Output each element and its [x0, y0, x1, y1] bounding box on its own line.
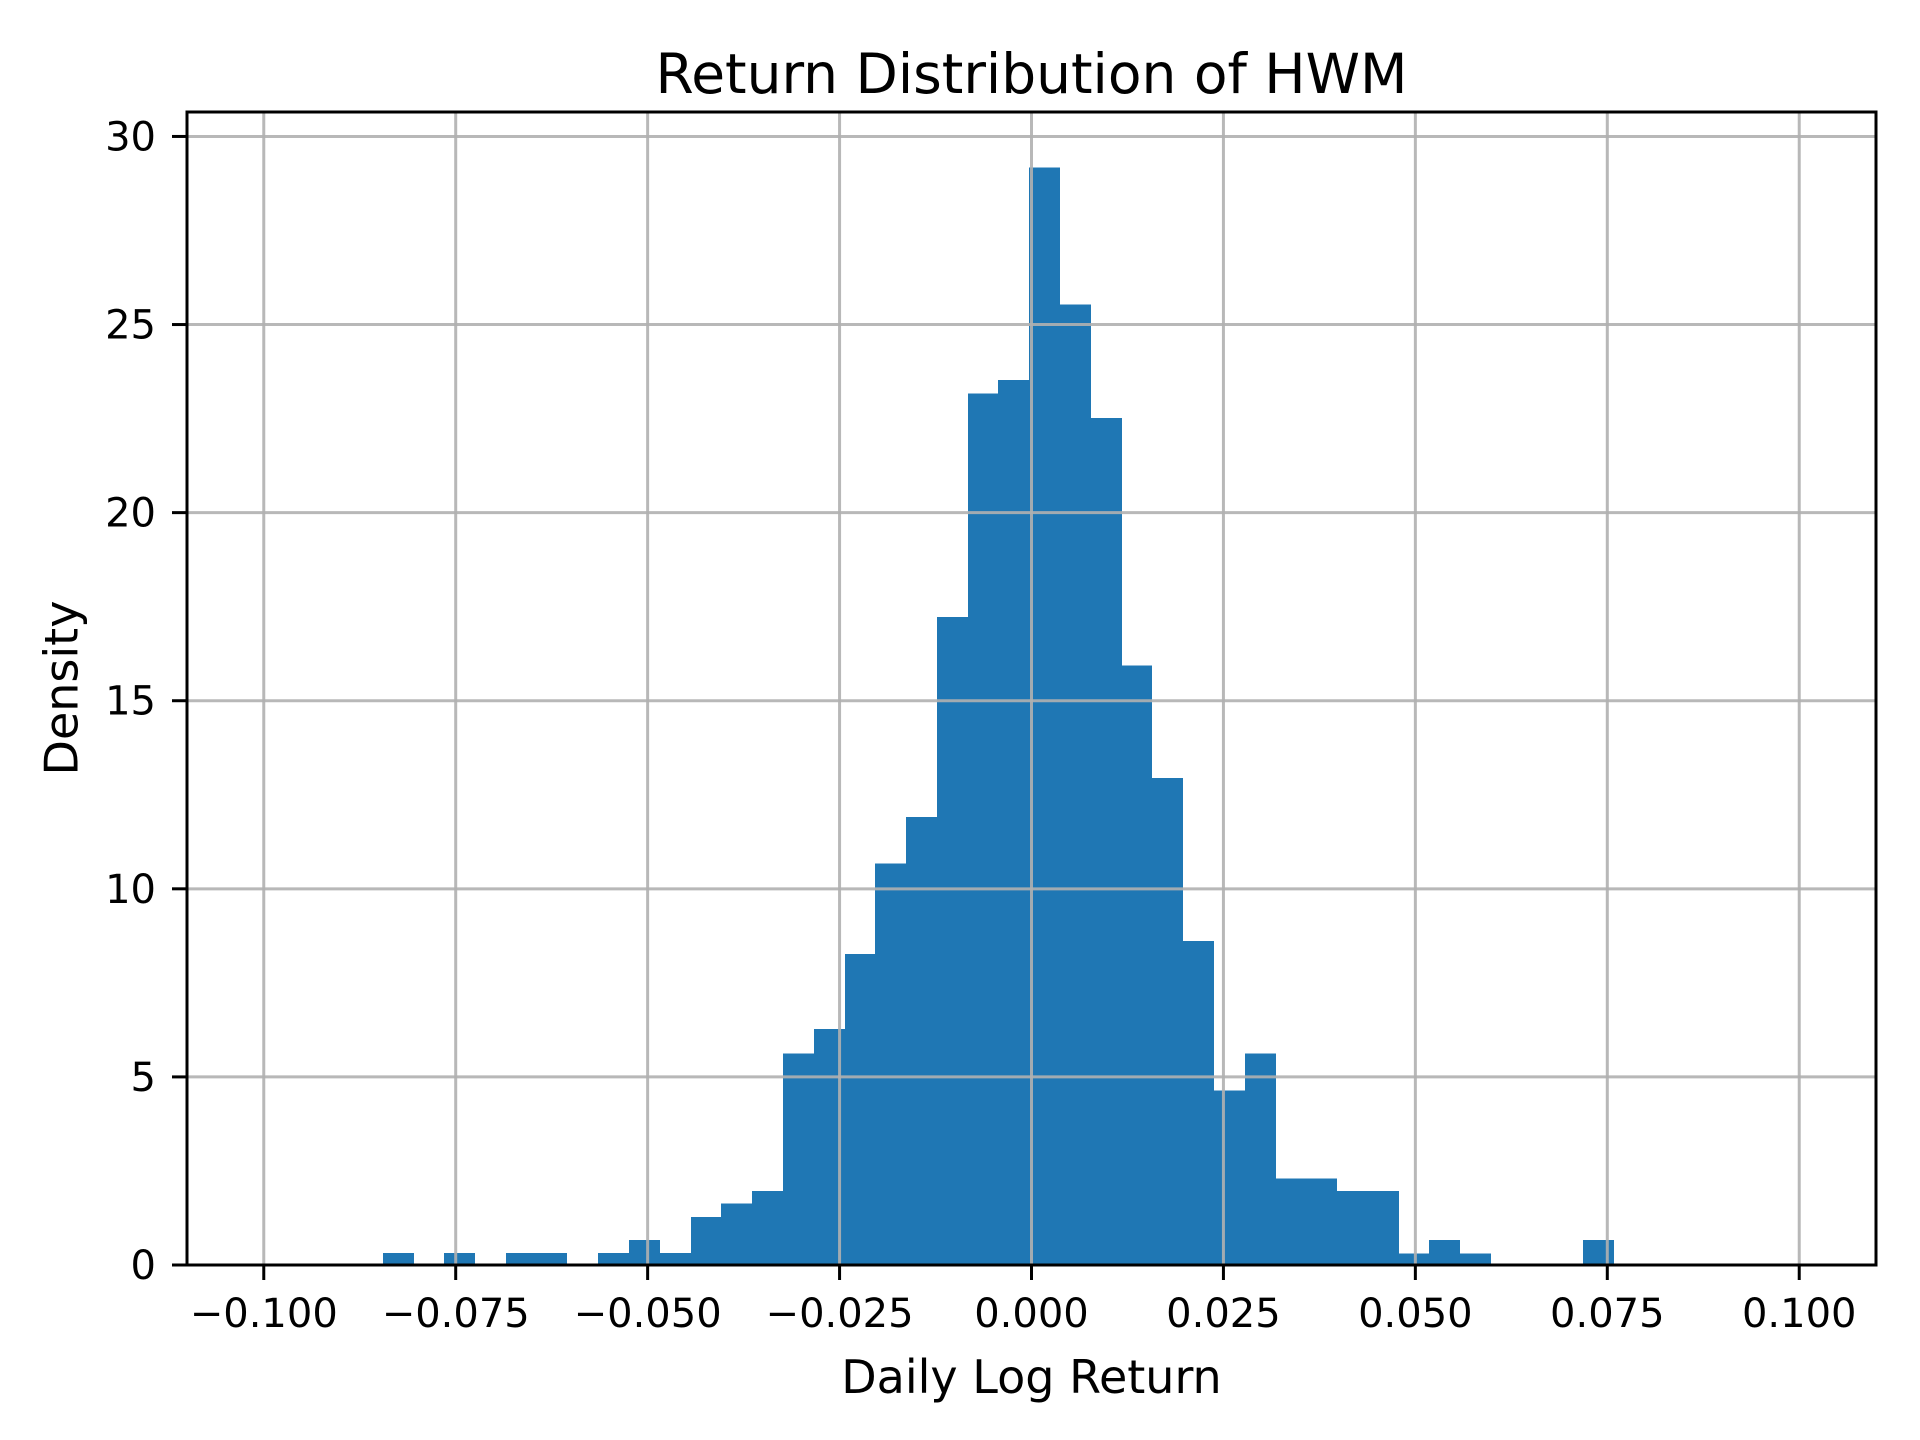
histogram-bar — [721, 1203, 752, 1265]
histogram-bar — [1368, 1190, 1399, 1265]
histogram-bar — [1429, 1240, 1460, 1265]
x-tick-label: −0.100 — [190, 1291, 338, 1337]
histogram-bar — [691, 1216, 721, 1265]
histogram-bar — [1583, 1240, 1614, 1265]
histogram-bar — [506, 1253, 537, 1265]
histogram-bars — [383, 167, 1614, 1266]
histogram-bar — [1152, 777, 1183, 1265]
x-tick-label: 0.025 — [1166, 1291, 1281, 1337]
histogram-bar — [1460, 1253, 1491, 1265]
histogram-bar — [1091, 417, 1122, 1265]
tick-marks — [172, 134, 1801, 1280]
x-tick-label: 0.000 — [974, 1291, 1089, 1337]
histogram-bar — [875, 863, 906, 1265]
chart-title: Return Distribution of HWM — [655, 42, 1408, 106]
y-axis-label: Density — [34, 600, 89, 776]
y-tick-label: 25 — [105, 303, 156, 349]
y-tick-label: 30 — [105, 114, 156, 160]
y-tick-label: 10 — [105, 867, 156, 913]
x-tick-label: −0.050 — [574, 1291, 722, 1337]
histogram-bar — [752, 1190, 783, 1265]
x-tick-label: 0.100 — [1742, 1291, 1857, 1337]
histogram-bar — [1029, 167, 1060, 1265]
x-tick-labels: −0.100 −0.075 −0.050 −0.025 0.000 0.025 0.050 0… — [190, 1291, 1857, 1337]
x-tick-label: 0.050 — [1358, 1291, 1473, 1337]
histogram-bar — [1337, 1190, 1368, 1265]
histogram-bar — [537, 1253, 567, 1265]
x-tick-label: −0.075 — [382, 1291, 530, 1337]
histogram-bar — [1214, 1090, 1245, 1265]
histogram-bar — [598, 1253, 629, 1265]
histogram-bar — [629, 1240, 660, 1265]
histogram-bar — [660, 1253, 691, 1265]
histogram-bar — [444, 1253, 475, 1265]
y-tick-labels: 0 5 10 15 20 25 30 — [105, 114, 156, 1289]
histogram-bar — [383, 1253, 414, 1265]
y-tick-label: 15 — [105, 679, 156, 725]
x-tick-label: −0.025 — [766, 1291, 914, 1337]
gridlines — [187, 112, 1876, 1265]
x-tick-label: 0.075 — [1550, 1291, 1665, 1337]
plot-border — [185, 110, 1878, 1267]
histogram-bar — [1060, 304, 1091, 1266]
histogram-bar — [968, 393, 998, 1265]
histogram-bar — [1245, 1053, 1276, 1265]
histogram-bar — [1306, 1178, 1337, 1265]
y-tick-label: 5 — [131, 1055, 156, 1101]
histogram-bar — [1276, 1178, 1306, 1265]
histogram-bar — [937, 617, 968, 1265]
histogram-bar — [1122, 665, 1152, 1265]
histogram-bar — [1183, 941, 1214, 1265]
histogram-bar — [845, 953, 875, 1265]
y-tick-label: 0 — [131, 1243, 156, 1289]
histogram-bar — [906, 817, 937, 1265]
histogram-bar — [998, 379, 1029, 1265]
histogram-bar — [783, 1053, 814, 1265]
x-axis-label: Daily Log Return — [841, 1350, 1222, 1404]
y-tick-label: 20 — [105, 491, 156, 537]
